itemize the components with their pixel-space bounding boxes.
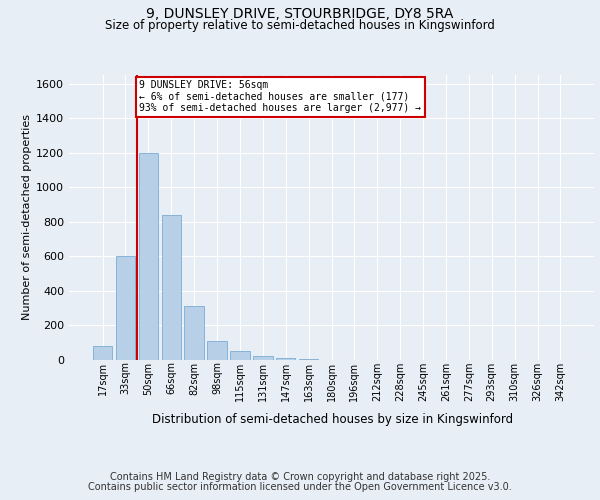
Text: 9 DUNSLEY DRIVE: 56sqm
← 6% of semi-detached houses are smaller (177)
93% of sem: 9 DUNSLEY DRIVE: 56sqm ← 6% of semi-deta… <box>139 80 421 114</box>
Bar <box>230 352 250 360</box>
Bar <box>208 341 227 360</box>
Text: Size of property relative to semi-detached houses in Kingswinford: Size of property relative to semi-detach… <box>105 18 495 32</box>
Bar <box>116 256 135 360</box>
Text: Contains public sector information licensed under the Open Government Licence v3: Contains public sector information licen… <box>88 482 512 492</box>
Bar <box>253 356 272 360</box>
Bar <box>161 215 181 360</box>
Text: Distribution of semi-detached houses by size in Kingswinford: Distribution of semi-detached houses by … <box>152 412 514 426</box>
Bar <box>93 346 112 360</box>
Bar <box>299 359 319 360</box>
Text: Contains HM Land Registry data © Crown copyright and database right 2025.: Contains HM Land Registry data © Crown c… <box>110 472 490 482</box>
Bar <box>276 358 295 360</box>
Y-axis label: Number of semi-detached properties: Number of semi-detached properties <box>22 114 32 320</box>
Bar <box>184 306 204 360</box>
Bar <box>139 152 158 360</box>
Text: 9, DUNSLEY DRIVE, STOURBRIDGE, DY8 5RA: 9, DUNSLEY DRIVE, STOURBRIDGE, DY8 5RA <box>146 8 454 22</box>
